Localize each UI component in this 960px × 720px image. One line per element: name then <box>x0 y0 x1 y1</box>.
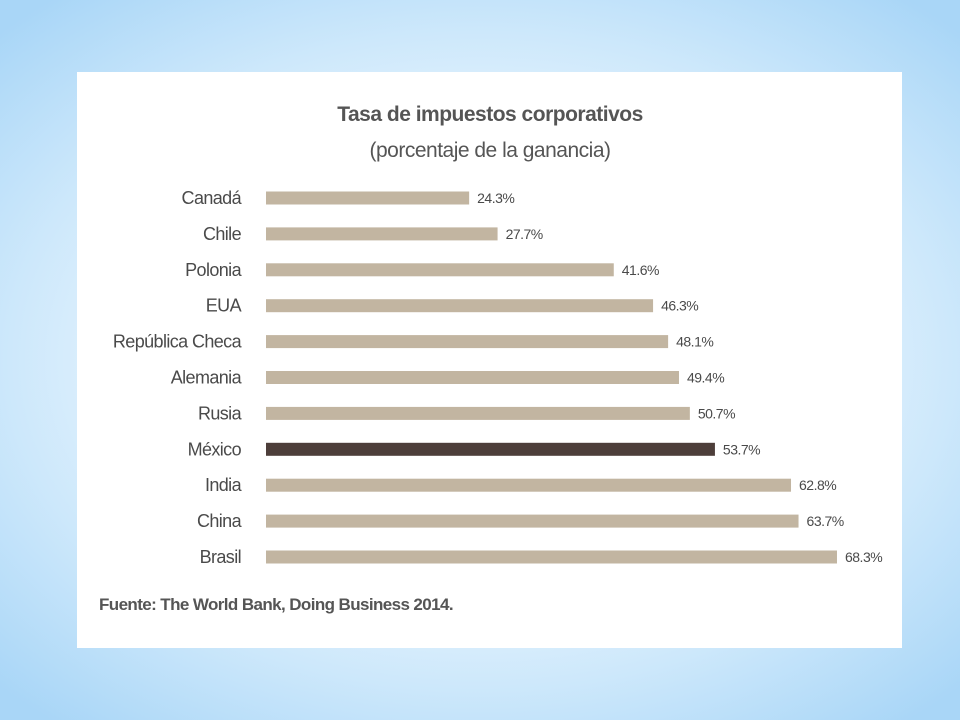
chart-subtitle: (porcentaje de la ganancia) <box>369 139 611 162</box>
category-label-canada: Canadá <box>182 188 243 208</box>
bar-india <box>266 478 792 492</box>
category-label-eua: EUA <box>206 296 242 316</box>
value-label-canada: 24.3% <box>477 190 514 206</box>
value-label-rusia: 50.7% <box>698 405 735 421</box>
category-label-mexico: México <box>188 439 242 459</box>
category-label-republica-checa: República Checa <box>113 332 243 352</box>
chart-title: Tasa de impuestos corporativos <box>337 103 643 126</box>
bar-republica-checa <box>266 335 669 349</box>
bar-rusia <box>266 406 690 420</box>
bar-china <box>266 514 799 528</box>
value-label-republica-checa: 48.1% <box>676 334 713 350</box>
bar-canada <box>266 191 470 205</box>
bar-chile <box>266 227 498 241</box>
bar-brasil <box>266 550 837 564</box>
value-label-eua: 46.3% <box>661 298 698 314</box>
source-note: Fuente: The World Bank, Doing Business 2… <box>99 595 454 614</box>
category-label-brasil: Brasil <box>200 547 241 567</box>
bar-mexico <box>266 442 715 456</box>
value-label-china: 63.7% <box>807 513 844 529</box>
category-label-india: India <box>205 475 243 495</box>
value-label-alemania: 49.4% <box>687 370 724 386</box>
category-label-polonia: Polonia <box>185 260 242 280</box>
value-label-brasil: 68.3% <box>845 549 882 565</box>
category-label-chile: Chile <box>203 224 242 244</box>
bar-polonia <box>266 263 614 277</box>
value-label-polonia: 41.6% <box>622 262 659 278</box>
category-label-china: China <box>197 511 243 531</box>
category-label-rusia: Rusia <box>198 403 243 423</box>
bar-chart: Canadá 24.3% Chile 27.7% Polonia 41.6% EUA 46.3… <box>113 188 883 567</box>
value-label-mexico: 53.7% <box>723 441 760 457</box>
category-label-alemania: Alemania <box>171 368 243 388</box>
bar-eua <box>266 299 654 313</box>
value-label-chile: 27.7% <box>506 226 543 242</box>
bar-alemania <box>266 371 679 384</box>
slide-card: Tasa de impuestos corporativos (porcenta… <box>77 72 902 648</box>
value-label-india: 62.8% <box>799 477 836 493</box>
